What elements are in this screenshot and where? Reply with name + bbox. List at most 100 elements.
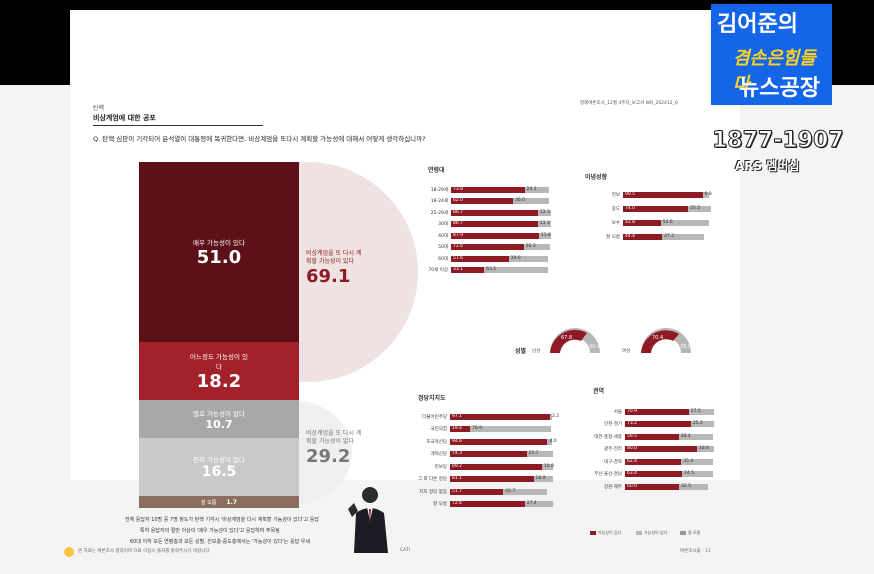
bar-yes-value: 19.4 <box>452 426 463 431</box>
bar-no: 25.7 <box>526 451 553 457</box>
row-label: 대구·경북 <box>604 459 622 465</box>
bar-no: 13.3 <box>537 209 551 216</box>
bar-yes: 94.6 <box>450 438 548 445</box>
row-label: 부산·울산·경남 <box>594 472 622 477</box>
circle-no-value: 29.2 <box>306 446 351 467</box>
big-bar-not-very-likely: 별로 가능성이 없다 10.7 <box>139 400 299 438</box>
bar-no-value: 78.9 <box>471 426 482 431</box>
bar-no-value: 25.2 <box>692 421 703 426</box>
chart-row: 더불어민주당 97.1 2.2 <box>405 413 559 420</box>
row-label: 그 외 다른 정당 <box>417 477 447 482</box>
chart-row: 조국혁신당 94.6 4.0 <box>405 438 557 445</box>
bar-no-value: 6.8 <box>704 191 712 197</box>
row-label: 진보 <box>611 192 620 198</box>
bar-yes-value: 80.0 <box>627 446 638 451</box>
bar-yes: 86.7 <box>451 221 538 227</box>
bar-yes-value: 59.5 <box>627 433 638 439</box>
chart-row: 광주·전라 80.0 18.6 <box>572 446 714 453</box>
bar-yes: 51.7 <box>450 488 504 495</box>
big-bar-value: 16.5 <box>201 464 237 480</box>
bar-no: 42.7 <box>503 488 548 495</box>
age-title: 연령대 <box>428 167 445 174</box>
bar-no: 10.8 <box>541 463 554 470</box>
bar-no: 13.3 <box>537 221 551 227</box>
bar-yes: 62.0 <box>451 198 513 204</box>
big-bar-label: 별로 가능성이 없다 <box>193 409 245 418</box>
row-label: 18-24세 <box>430 199 448 204</box>
bar-yes-value: 51.7 <box>452 488 463 494</box>
legend-swatch <box>636 531 642 535</box>
bar-no: 54.6 <box>660 219 709 226</box>
bar-no-value: 25.7 <box>528 451 539 456</box>
big-bar-label: 어느정도 가능성이 있다 <box>190 352 248 371</box>
bar-yes-value: 74.3 <box>452 451 463 456</box>
bar-no-value: 25.5 <box>690 205 701 211</box>
bar-no: 47.2 <box>662 233 704 240</box>
row-label: 강원·제주 <box>604 484 622 490</box>
chart-row: 지지 정당 없음 51.7 42.7 <box>405 488 550 495</box>
big-bar-unknown: 잘 모름 1.7 <box>139 496 299 508</box>
chart-row: 대구·경북 62.4 35.4 <box>572 458 714 465</box>
bar-no-value: 36.0 <box>515 198 526 203</box>
bar-no-value: 10.8 <box>543 463 554 469</box>
chart-row: 개혁신당 74.3 25.7 <box>405 451 553 458</box>
bar-yes: 90.5 <box>623 191 703 198</box>
chart-row: 국민의힘 19.4 78.9 <box>405 426 552 433</box>
circle-no-label: 비상계엄을 또 다시 계획할 가능성이 없다 <box>306 430 362 445</box>
row-label: 70세 이상 <box>428 268 448 273</box>
big-bar-value: 1.7 <box>226 498 238 506</box>
row-label: 50대 <box>438 245 448 250</box>
ideology-title: 이념성향 <box>585 174 608 181</box>
bar-no: 78.9 <box>469 426 552 432</box>
chart-row: 대전·충청·세종 59.5 38.4 <box>572 433 714 440</box>
bar-no: 2.2 <box>550 413 559 420</box>
row-label: 서울 <box>613 409 622 415</box>
bar-yes: 97.1 <box>450 413 550 420</box>
bar-no: 34.5 <box>682 471 714 477</box>
row-label: 진보당 <box>434 464 447 470</box>
row-label: 국민의힘 <box>430 427 447 432</box>
bar-no: 38.4 <box>678 433 714 440</box>
bar-no: 18.6 <box>697 446 714 452</box>
row-label: 60대 <box>438 256 448 262</box>
chart-row: 인천·경기 73.2 25.2 <box>572 421 714 428</box>
row-label: 40대 <box>438 233 448 239</box>
footer-left: 본 자료는 여론조사 결과이며 자료 이용시 출처를 밝혀주시기 바랍니다 <box>78 549 210 554</box>
bar-yes: 80.0 <box>625 446 697 452</box>
bar-yes-value: 62.0 <box>453 198 464 203</box>
bar-no-value: 39.0 <box>510 255 521 261</box>
bar-no-value: 35.4 <box>683 458 694 464</box>
bar-no-value: 27.4 <box>526 501 537 506</box>
bar-no: 27.5 <box>688 408 714 415</box>
legend-yes: 가능성이 있다 <box>590 530 621 536</box>
big-bar-value: 18.2 <box>196 370 242 392</box>
section-small: 탄핵 <box>93 105 105 112</box>
legend-swatch <box>680 531 686 535</box>
row-label: 18-29세 <box>430 187 448 193</box>
circle-yes-label: 비상계엄을 또 다시 계획할 가능성이 있다 <box>306 250 362 265</box>
phone-number: 1877-1907 <box>712 128 845 154</box>
chart-row: 잘 모름 72.6 27.4 <box>405 501 553 508</box>
bar-yes-value: 90.5 <box>625 191 636 197</box>
row-label: 30대 <box>438 222 448 227</box>
row-label: 인천·경기 <box>604 422 622 427</box>
bar-no-value: 63.5 <box>486 267 497 272</box>
bar-no: 32.5 <box>679 483 709 490</box>
row-label: 더불어민주당 <box>422 414 447 420</box>
big-bar-value: 51.0 <box>196 246 242 268</box>
bar-yes: 73.8 <box>451 186 525 193</box>
bar-yes-value: 42.8 <box>625 219 636 225</box>
big-bar-somewhat-likely: 어느정도 가능성이 있다 18.2 <box>139 342 299 400</box>
chart-row: 중도 74.0 25.5 <box>570 205 711 212</box>
bar-no-value: 38.4 <box>680 433 691 439</box>
bar-yes: 81.1 <box>450 476 534 482</box>
bar-no-value: 18.6 <box>699 446 710 451</box>
bar-no-value: 11.8 <box>540 232 551 238</box>
bar-no-value: 13.3 <box>539 221 550 226</box>
bar-yes-value: 72.6 <box>452 501 463 506</box>
female-yes-value: 70.4 <box>652 335 663 341</box>
bar-no: 6.8 <box>702 191 712 198</box>
chart-row: 강원·제주 60.0 32.5 <box>572 483 712 490</box>
bar-yes-value: 86.7 <box>453 221 464 226</box>
question-text: Q. 탄핵 심판이 기각되어 윤석열이 대통령에 복귀한다면, 비상계엄을 또다… <box>93 135 426 143</box>
